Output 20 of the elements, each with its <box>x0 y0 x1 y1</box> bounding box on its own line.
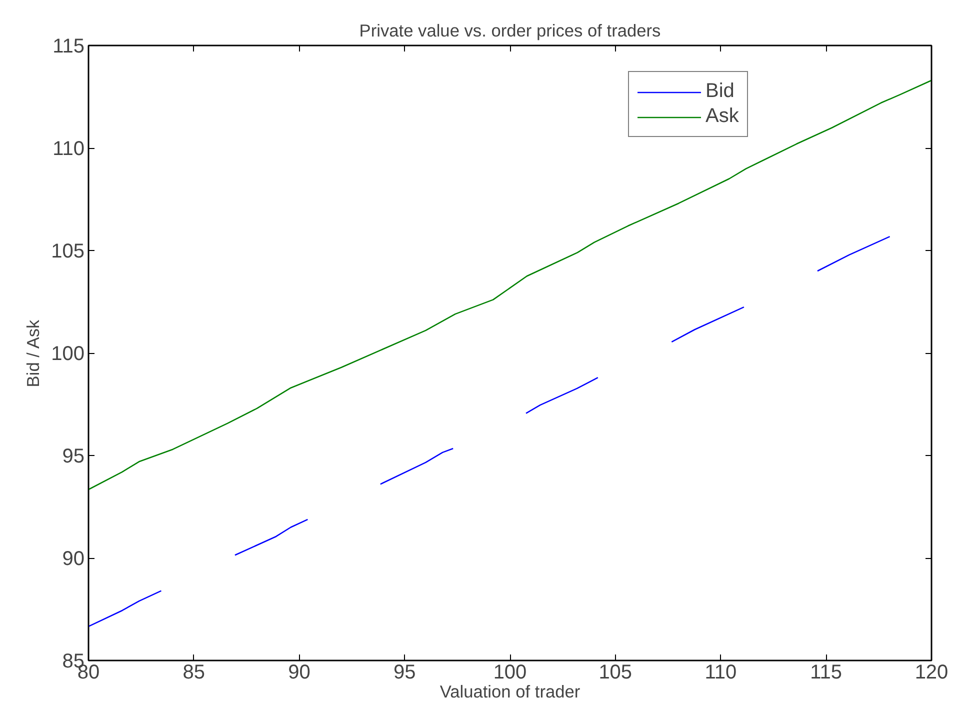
line-series <box>88 80 932 490</box>
x-tick-label: 85 <box>182 662 205 684</box>
legend-label: Bid <box>706 80 734 103</box>
x-axis-title: Valuation of trader <box>440 682 580 702</box>
y-tick-label: 95 <box>62 446 85 468</box>
x-tick-label: 105 <box>598 662 632 684</box>
legend-label: Ask <box>706 105 739 128</box>
y-tick-label: 110 <box>52 138 85 160</box>
x-tick-label: 120 <box>914 662 948 684</box>
y-tick-label: 115 <box>52 36 85 58</box>
x-tick-label: 95 <box>394 662 416 684</box>
x-tick-label: 110 <box>704 662 737 684</box>
y-tick-label: 105 <box>51 240 85 262</box>
y-axis-title: Bid / Ask <box>23 319 44 388</box>
x-tick-label: 115 <box>810 662 842 684</box>
chart-title: Private value vs. order prices of traders <box>359 20 662 40</box>
y-tick-label: 90 <box>62 548 85 570</box>
y-tick-label: 100 <box>51 343 85 365</box>
x-tick-label: 100 <box>493 662 527 684</box>
x-tick-label: 90 <box>288 662 310 684</box>
